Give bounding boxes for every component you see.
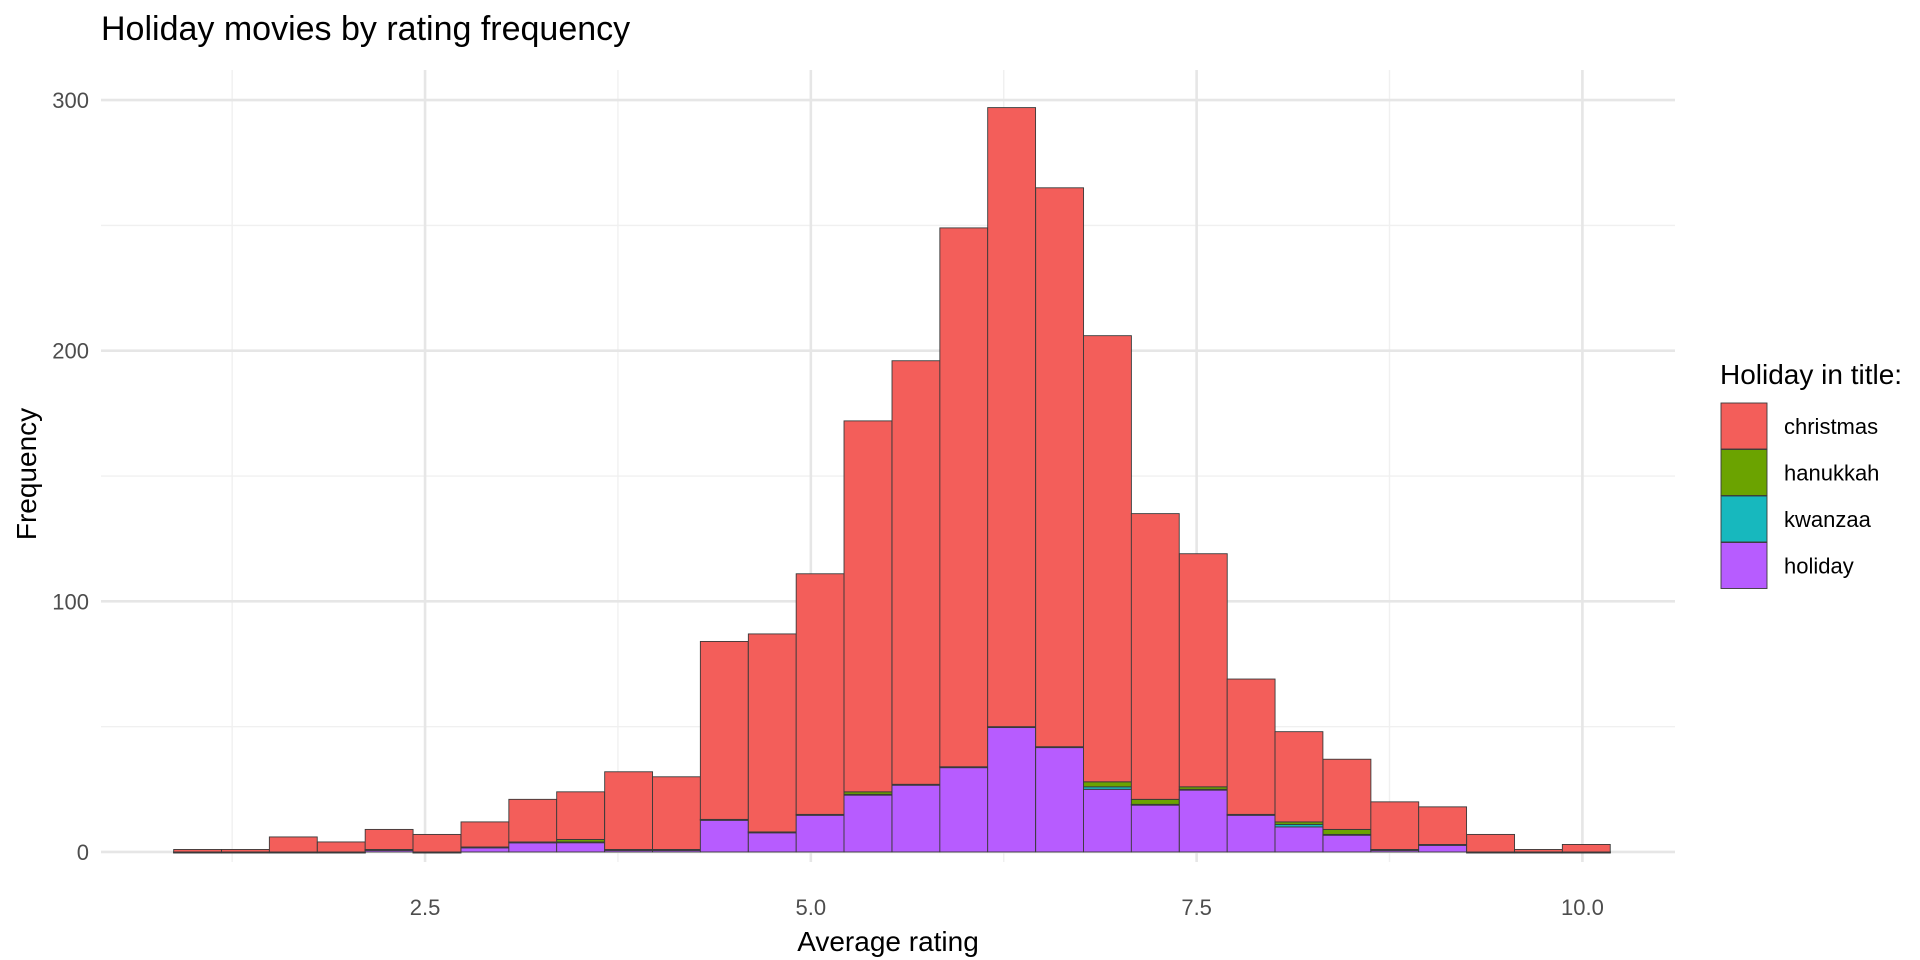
legend-label-kwanzaa: kwanzaa — [1784, 507, 1872, 532]
bar-christmas — [1322, 758, 1372, 830]
bar-christmas — [652, 776, 701, 850]
bar-christmas — [795, 573, 845, 815]
y-tick-label: 300 — [52, 88, 89, 113]
bar-christmas — [987, 107, 1037, 728]
bar-holiday — [1083, 788, 1132, 853]
bar-christmas — [316, 841, 366, 853]
y-tick-label: 0 — [77, 840, 89, 865]
legend-swatch-kwanzaa — [1720, 495, 1768, 543]
bar-christmas — [1370, 801, 1420, 850]
y-axis-ticks: 0 100 200 300 — [52, 88, 89, 865]
legend-swatch-holiday — [1720, 542, 1768, 589]
legend: Holiday in title: christmas hanukkah kwanz… — [1720, 359, 1902, 589]
bar-holiday — [795, 813, 845, 853]
bar-christmas — [939, 227, 989, 768]
bar-christmas — [221, 849, 270, 853]
bar-christmas — [1226, 678, 1276, 815]
bar-holiday — [987, 726, 1037, 853]
bar-hanukkah — [1083, 781, 1132, 788]
x-tick-label: 5.0 — [796, 895, 827, 920]
bar-christmas — [604, 771, 654, 850]
bar-christmas — [1035, 187, 1085, 748]
bar-christmas — [1561, 844, 1611, 853]
bar-christmas — [173, 849, 223, 853]
chart-title: Holiday movies by rating frequency — [101, 10, 630, 48]
bar-holiday — [891, 783, 941, 853]
bar-holiday — [699, 818, 749, 853]
bar-holiday — [1130, 803, 1180, 853]
bar-christmas — [508, 798, 558, 843]
bar-christmas — [364, 828, 414, 850]
bars — [173, 107, 1611, 854]
bar-christmas — [891, 360, 941, 785]
bar-holiday — [1274, 826, 1324, 853]
y-axis-title: Frequency — [11, 408, 42, 540]
bar-holiday — [508, 841, 558, 853]
bar-christmas — [268, 836, 318, 853]
bar-holiday — [939, 766, 989, 853]
x-tick-label: 2.5 — [410, 895, 441, 920]
bar-christmas — [843, 420, 893, 793]
legend-label-hanukkah: hanukkah — [1784, 461, 1879, 486]
bar-christmas — [1083, 335, 1132, 783]
bar-holiday — [747, 831, 797, 853]
bar-christmas — [412, 833, 462, 853]
y-tick-label: 200 — [52, 339, 89, 364]
bar-hanukkah — [1322, 828, 1372, 835]
bar-christmas — [1274, 731, 1324, 823]
bar-christmas — [699, 640, 749, 820]
legend-swatch-christmas — [1720, 402, 1768, 450]
legend-label-christmas: christmas — [1784, 414, 1878, 439]
bar-holiday — [1035, 746, 1085, 853]
x-tick-label: 7.5 — [1181, 895, 1212, 920]
bar-christmas — [460, 821, 510, 848]
x-axis-title: Average rating — [797, 926, 979, 957]
bar-holiday — [1226, 813, 1276, 853]
bar-christmas — [1466, 833, 1516, 853]
y-tick-label: 100 — [52, 589, 89, 614]
bar-christmas — [556, 791, 606, 840]
bar-christmas — [1178, 553, 1228, 788]
bar-holiday — [1178, 788, 1228, 853]
bar-christmas — [1130, 513, 1180, 800]
legend-title: Holiday in title: — [1720, 359, 1902, 390]
bar-christmas — [747, 633, 797, 833]
bar-holiday — [1322, 833, 1372, 853]
bar-christmas — [1418, 806, 1468, 845]
bar-holiday — [556, 841, 606, 853]
x-axis-ticks: 2.5 5.0 7.5 10.0 — [410, 895, 1604, 920]
legend-label-holiday: holiday — [1784, 554, 1854, 579]
bar-hanukkah — [1130, 798, 1180, 805]
legend-swatch-hanukkah — [1720, 449, 1768, 496]
bar-christmas — [1514, 849, 1563, 853]
x-tick-label: 10.0 — [1561, 895, 1604, 920]
bar-holiday — [843, 793, 893, 853]
